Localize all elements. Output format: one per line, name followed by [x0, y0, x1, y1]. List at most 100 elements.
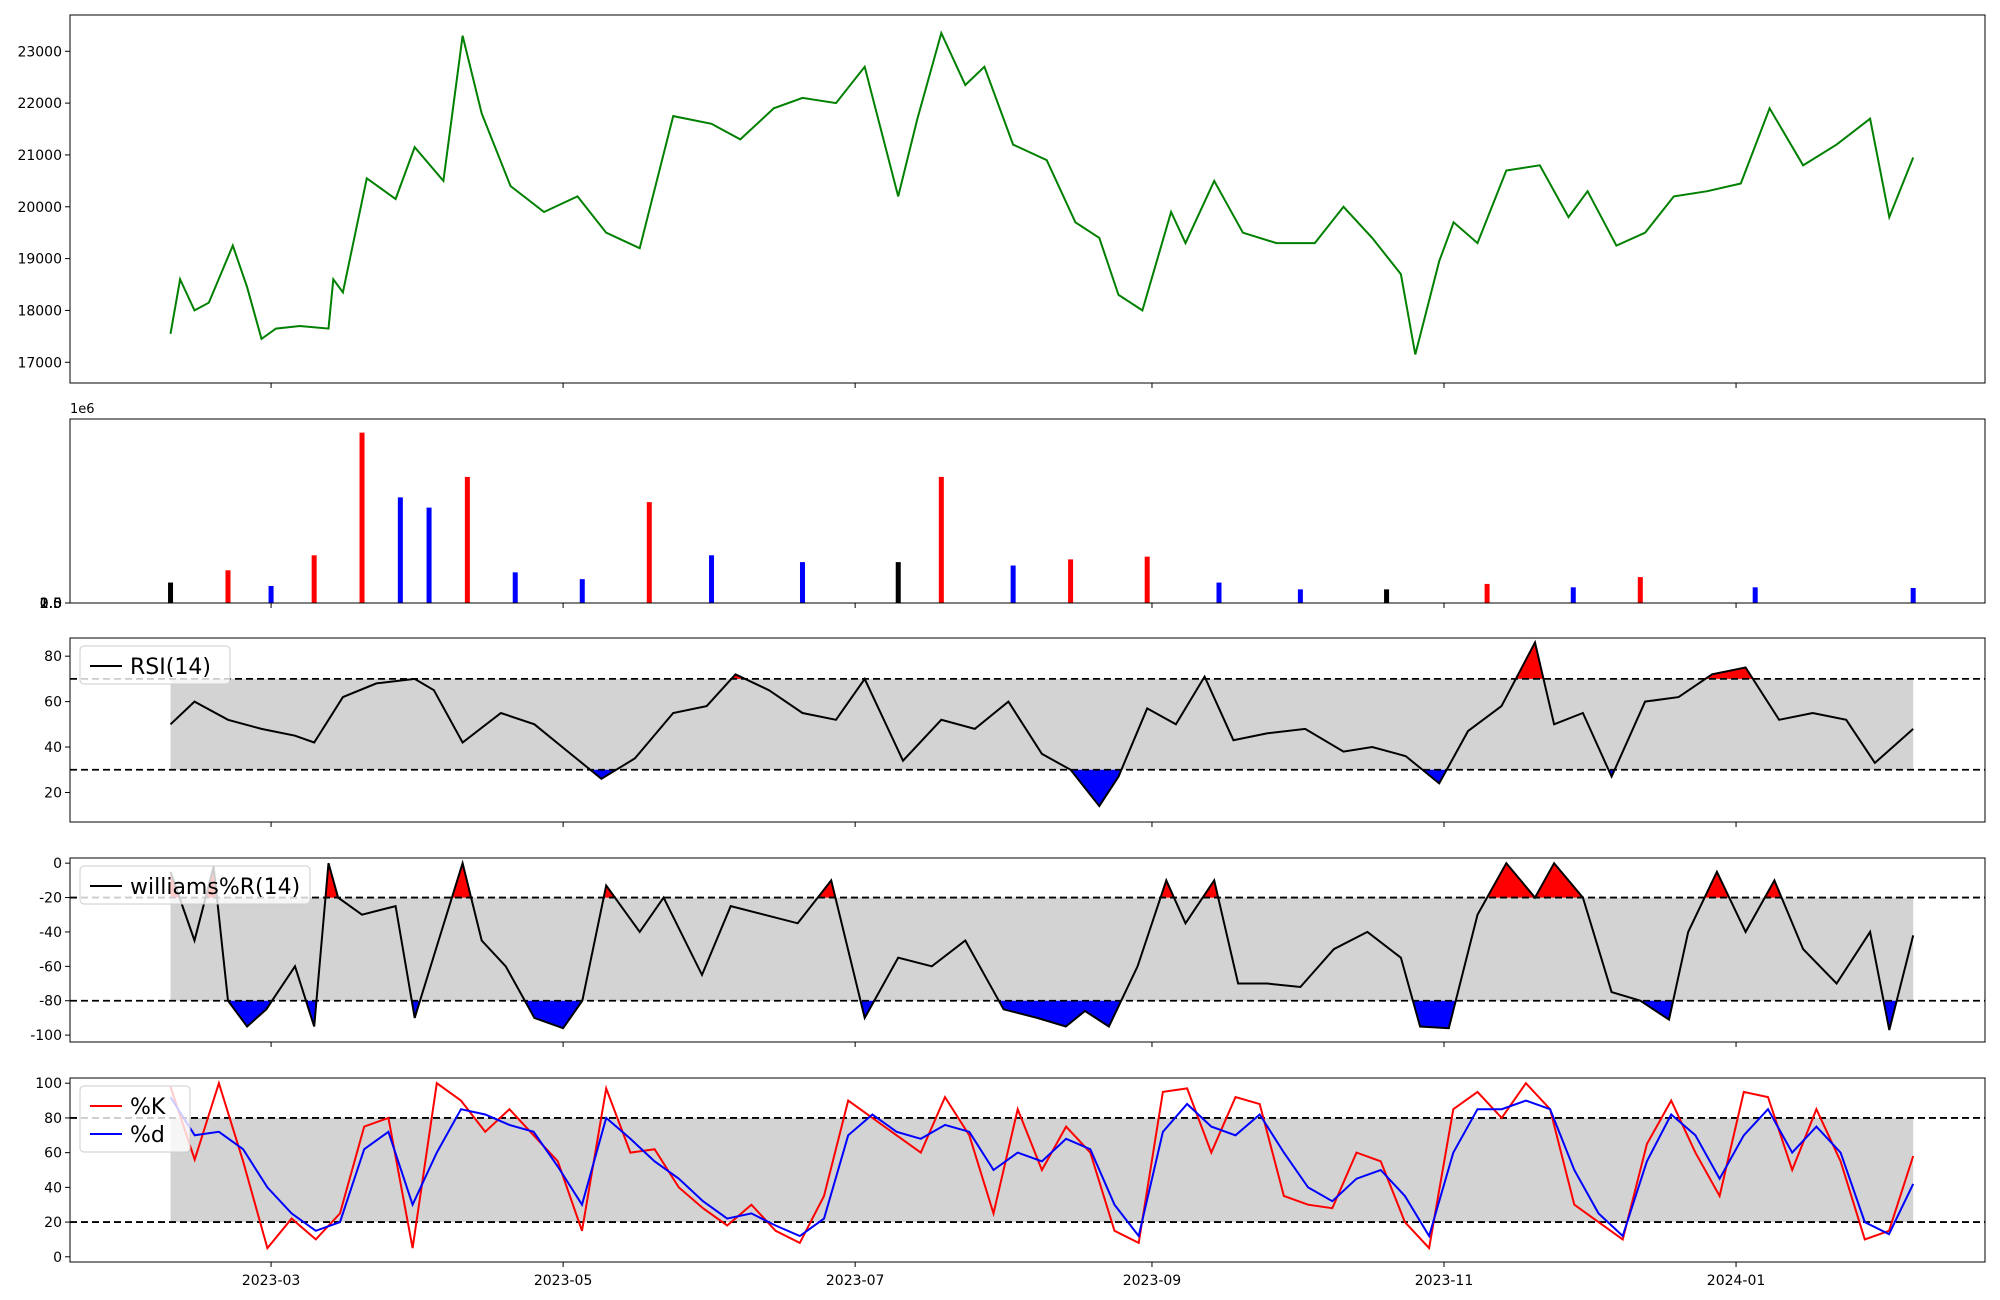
williams-tick-label: -40 [39, 925, 62, 941]
stochastic-tick-label: 100 [35, 1076, 62, 1092]
rsi-oversold-fill [590, 769, 617, 779]
volume-bar [1637, 577, 1643, 603]
stochastic-tick-label: 20 [44, 1215, 62, 1231]
williams-oversold-fill [228, 1000, 272, 1027]
volume-bar [709, 555, 715, 603]
volume-bar [1384, 589, 1390, 603]
williams-oversold-fill [1412, 1000, 1456, 1029]
volume-bar [1144, 556, 1150, 603]
volume-bar [311, 555, 317, 603]
williams-overbought-fill [1160, 880, 1174, 898]
williams-overbought-fill [1764, 880, 1782, 898]
williams-overbought-fill [451, 863, 472, 898]
stochastic-k-line [169, 1079, 1915, 1251]
volume-bar [1570, 587, 1576, 603]
rsi-tick-label: 80 [44, 649, 62, 665]
price-tick-label: 21000 [17, 148, 62, 164]
volume-bar [1297, 589, 1303, 603]
rsi-line [169, 639, 1914, 808]
x-tick-label: 2023-03 [242, 1273, 301, 1289]
stochastic-tick-label: 60 [44, 1146, 62, 1162]
williams-tick-label: -100 [30, 1028, 62, 1044]
x-tick-label: 2023-09 [1123, 1273, 1182, 1289]
williams-legend-box [79, 865, 311, 905]
rsi-overbought-fill [1705, 667, 1753, 679]
volume-bar [397, 497, 403, 603]
volume-panel: 0.00.51.01.52.02.5 1e6 [40, 402, 1986, 612]
volume-bar [1910, 588, 1916, 603]
volume-tick-label: 2.5 [40, 596, 62, 612]
volume-tick-label: 2.0 [40, 596, 62, 612]
volume-bar [579, 579, 585, 603]
stochastic-legend-box [79, 1085, 191, 1153]
volume-bar [359, 432, 365, 603]
williams-tick-label: 0 [53, 856, 62, 872]
rsi-neutral-band [170, 678, 1914, 770]
volume-bar [225, 570, 231, 603]
rsi-frame [69, 637, 1986, 823]
rsi-tick-label: 20 [44, 785, 62, 801]
williams-overbought-fill [1535, 863, 1583, 898]
price-tick-label: 17000 [17, 355, 62, 371]
price-frame [69, 14, 1986, 384]
stochastic-d-line [169, 1096, 1915, 1239]
stochastic-tick-label: 80 [44, 1111, 62, 1127]
williams-oversold-fill [524, 1000, 583, 1029]
volume-bar [938, 476, 944, 603]
rsi-legend-label: RSI(14) [130, 655, 211, 680]
stochastic-panel: 0 20 40 60 80 100 %K %d [35, 1076, 1986, 1266]
volume-bar [1068, 559, 1074, 603]
williams-oversold-fill [998, 1000, 1122, 1027]
volume-bar [1484, 583, 1490, 603]
rsi-oversold-fill [1070, 769, 1122, 807]
rsi-panel: 20 40 60 80 RSI(14) [44, 637, 1986, 823]
volume-bar [799, 562, 805, 603]
williams-neutral-band [170, 897, 1914, 1001]
volume-bar [895, 562, 901, 603]
rsi-tick-label: 40 [44, 740, 62, 756]
volume-bar [426, 507, 432, 603]
williams-overbought-fill [1487, 863, 1535, 898]
williams-tick-label: -20 [39, 891, 62, 907]
volume-bar [1216, 582, 1222, 603]
price-tick-label: 20000 [17, 200, 62, 216]
volume-tick-label: 1.5 [40, 596, 62, 612]
price-line [169, 30, 1915, 355]
volume-bar [168, 582, 174, 603]
stochastic-frame [69, 1077, 1986, 1263]
x-tick-label: 2024-01 [1707, 1273, 1766, 1289]
volume-bar [464, 476, 470, 603]
volume-bar [1752, 587, 1758, 603]
williams-tick-label: -60 [39, 959, 62, 975]
volume-tick-label: 0.5 [40, 596, 62, 612]
williams-legend-label: williams%R(14) [130, 875, 300, 900]
volume-bar [268, 585, 274, 603]
stochastic-tick-label: 0 [53, 1250, 62, 1266]
x-tick-label: 2023-11 [1415, 1273, 1474, 1289]
x-axis: 2023-03 2023-05 2023-07 2023-09 2023-11 2024-… [242, 383, 1765, 1289]
stochastic-legend-label: %d [130, 1123, 165, 1148]
volume-offset-text: 1e6 [70, 402, 95, 417]
stochastic-legend-label: %K [130, 1095, 166, 1120]
x-tick-label: 2023-07 [826, 1273, 885, 1289]
x-tick-label: 2023-05 [534, 1273, 593, 1289]
williams-frame [69, 857, 1986, 1043]
price-tick-label: 19000 [17, 252, 62, 268]
price-tick-label: 23000 [17, 44, 62, 60]
volume-tick-label: 0.0 [40, 596, 62, 612]
volume-bar [1010, 565, 1016, 603]
volume-tick-label: 1.0 [40, 596, 62, 612]
stochastic-tick-label: 40 [44, 1180, 62, 1196]
williams-oversold-fill [1883, 1000, 1897, 1030]
rsi-legend-box [79, 645, 231, 685]
williams-tick-label: -80 [39, 994, 62, 1010]
volume-frame [69, 418, 1986, 604]
williams-line [169, 859, 1915, 1031]
williams-panel: 0 -20 -40 -60 -80 -100 williams%R(14) [30, 856, 1986, 1044]
williams-overbought-fill [1704, 871, 1730, 898]
price-panel: 17000 18000 19000 20000 21000 22000 23000 [17, 14, 1986, 384]
price-tick-label: 22000 [17, 96, 62, 112]
rsi-tick-label: 60 [44, 695, 62, 711]
volume-bar [646, 502, 652, 603]
